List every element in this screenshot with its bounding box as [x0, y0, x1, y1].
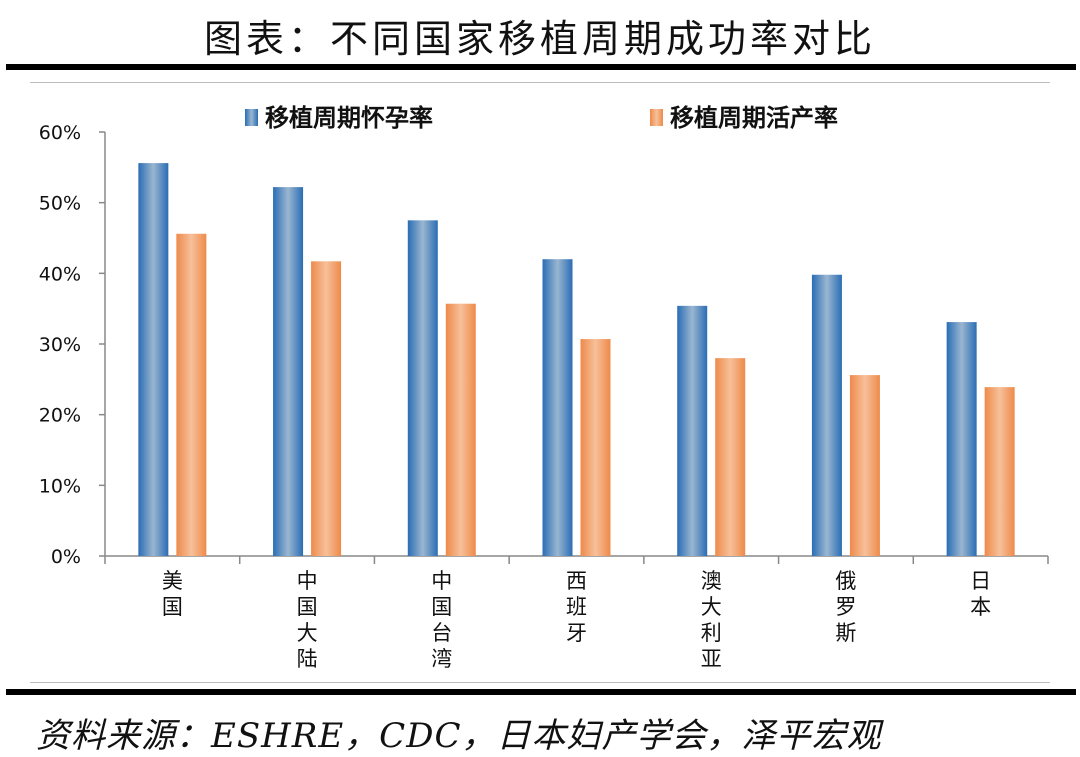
x-tick-label-char: 西 — [566, 569, 587, 593]
bar-pregnancy-rate — [946, 322, 977, 556]
bar-live-birth-rate — [176, 233, 207, 556]
bar-live-birth-rate — [580, 339, 611, 556]
y-tick-label: 30% — [39, 334, 81, 356]
x-tick-label-char: 国 — [297, 595, 318, 619]
y-tick-label: 0% — [51, 546, 81, 568]
y-tick-label: 40% — [39, 263, 81, 285]
x-tick-label-char: 斯 — [835, 621, 856, 645]
legend-swatch — [650, 109, 663, 126]
title-divider — [6, 64, 1076, 70]
x-tick-label-char: 澳 — [701, 569, 722, 593]
x-tick-label-char: 利 — [701, 621, 722, 645]
legend-label: 移植周期怀孕率 — [265, 104, 433, 132]
x-tick-label-char: 中 — [431, 569, 452, 593]
x-tick-label-char: 大 — [701, 595, 722, 619]
bar-pregnancy-rate — [811, 274, 842, 556]
bar-pregnancy-rate — [542, 259, 573, 556]
chart-bottom-border — [30, 682, 1050, 683]
y-tick-label: 10% — [39, 475, 81, 497]
x-tick-label-char: 俄 — [835, 569, 856, 593]
x-tick-label-char: 国 — [431, 595, 452, 619]
source-divider — [6, 689, 1076, 695]
y-tick-label: 20% — [39, 405, 81, 427]
bar-live-birth-rate — [311, 261, 342, 556]
x-tick-label-3: 西班牙 — [566, 569, 587, 645]
x-tick-label-char: 罗 — [835, 595, 856, 619]
y-tick-label: 60% — [39, 122, 81, 144]
bars — [138, 163, 1015, 557]
legend-swatch — [245, 109, 258, 126]
x-tick-label-char: 陆 — [297, 647, 318, 671]
bar-live-birth-rate — [984, 387, 1015, 556]
x-tick-label-char: 班 — [566, 595, 587, 619]
x-tick-label-char: 大 — [297, 621, 318, 645]
legend-label: 移植周期活产率 — [670, 104, 838, 132]
x-tick-label-0: 美国 — [162, 569, 183, 619]
y-tick-label: 50% — [39, 193, 81, 215]
bar-live-birth-rate — [715, 358, 746, 556]
x-tick-label-char: 日 — [970, 569, 991, 593]
bar-pregnancy-rate — [273, 187, 304, 556]
x-tick-label-char: 国 — [162, 595, 183, 619]
x-tick-label-char: 牙 — [566, 621, 587, 645]
x-tick-label-6: 日本 — [970, 569, 991, 619]
chart-top-border — [30, 82, 1050, 83]
bar-pregnancy-rate — [407, 220, 438, 557]
bar-live-birth-rate — [849, 375, 880, 556]
figure-title: 图表：不同国家移植周期成功率对比 — [203, 17, 876, 61]
x-tick-label-char: 本 — [970, 595, 991, 619]
axes: 0%10%20%30%40%50%60%美国中国大陆中国台湾西班牙澳大利亚俄罗斯… — [39, 122, 1049, 671]
x-tick-label-5: 俄罗斯 — [835, 569, 856, 645]
x-tick-label-char: 美 — [162, 569, 183, 593]
x-tick-label-char: 湾 — [431, 647, 452, 671]
bar-pregnancy-rate — [138, 163, 169, 557]
legend: 移植周期怀孕率 移植周期活产率 — [245, 104, 838, 132]
x-tick-label-char: 台 — [431, 621, 452, 645]
bar-pregnancy-rate — [677, 305, 708, 556]
bar-live-birth-rate — [445, 303, 476, 556]
x-tick-label-char: 中 — [297, 569, 318, 593]
source-note: 资料来源：ESHRE，CDC，日本妇产学会，泽平宏观 — [36, 716, 882, 756]
x-tick-label-char: 亚 — [701, 647, 722, 671]
